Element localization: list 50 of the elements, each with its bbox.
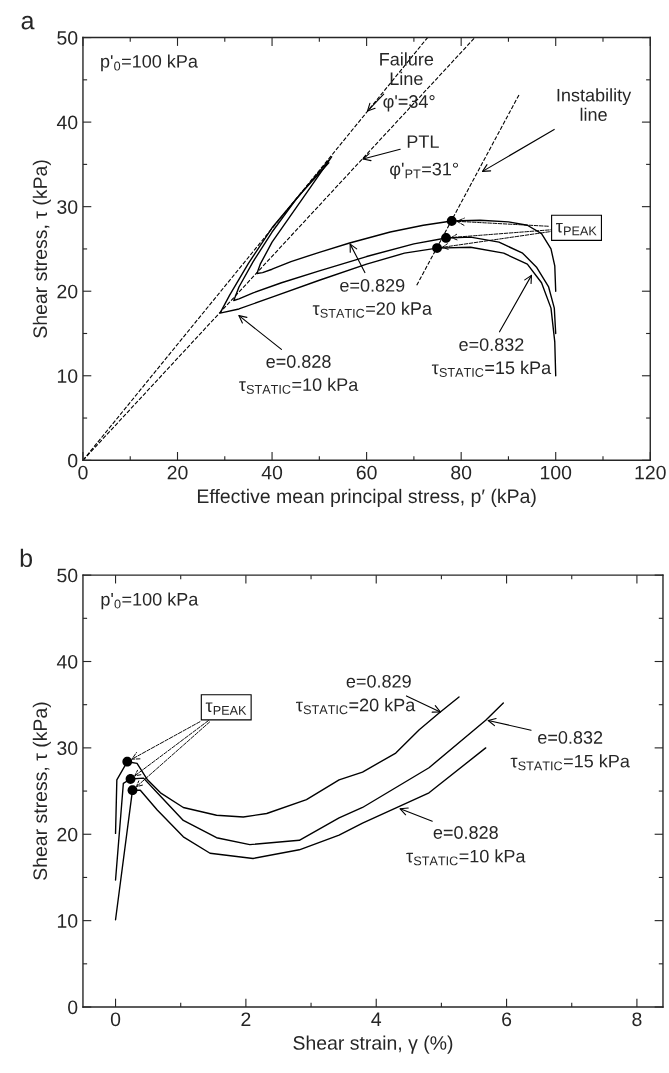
annotation: Instability line	[557, 88, 632, 121]
x-axis-title: Shear strain, γ (%)	[293, 1035, 453, 1054]
chart-title: a	[21, 15, 35, 30]
annotation: e=0.828	[433, 826, 498, 839]
y-tick-label: 30	[57, 200, 78, 214]
x-tick-label: 80	[451, 465, 472, 480]
y-tick-label: 30	[57, 741, 78, 756]
annotation: e=0.832	[538, 731, 603, 744]
annotation: φ'=34°	[383, 95, 435, 112]
x-tick-label: 20	[167, 465, 188, 480]
y-axis-title: Shear stress, τ (kPa)	[32, 702, 51, 880]
y-tick-label: 10	[57, 369, 78, 383]
x-tick-label: 4	[371, 1012, 382, 1026]
x-tick-label: 0	[78, 465, 88, 480]
annotation: e=0.832	[459, 338, 524, 351]
annotation: p'$_{0}$=100 kPa	[101, 54, 198, 72]
x-tick-label: 2	[241, 1012, 251, 1026]
y-tick-label: 50	[57, 31, 78, 45]
annotation: τ$_{STATIC}$=10 kPa	[239, 377, 359, 394]
x-axis-title: Effective mean principal stress, p′ (kPa)	[197, 488, 536, 507]
x-tick-label: 8	[632, 1012, 642, 1027]
y-axis-title: Shear stress, τ (kPa)	[32, 160, 51, 338]
y-tick-label: 0	[68, 1000, 78, 1015]
annotation: φ'$_{PT}$=31°	[390, 162, 459, 180]
annotation: e=0.829	[346, 674, 411, 688]
annotation: τ$_{STATIC}$=15 kPa	[431, 360, 552, 377]
y-tick-label: 0	[68, 453, 78, 468]
x-tick-label: 100	[540, 465, 572, 480]
x-tick-label: 120	[635, 465, 666, 480]
annotation: τ$_{STATIC}$=20 kPa	[312, 301, 432, 318]
x-tick-label: 60	[356, 465, 377, 480]
annotation: τ$_{STATIC}$=15 kPa	[510, 754, 630, 771]
y-tick-label: 20	[57, 827, 78, 842]
annotation: PTL	[407, 135, 439, 148]
y-tick-label: 50	[57, 568, 78, 583]
annotation: τ$_{PEAK}$	[556, 222, 597, 236]
y-tick-label: 10	[57, 914, 78, 928]
y-tick-label: 40	[56, 115, 78, 130]
annotation: τ$_{STATIC}$=20 kPa	[296, 698, 416, 715]
x-tick-label: 6	[502, 1012, 512, 1027]
x-tick-label: 0	[110, 1012, 121, 1027]
x-tick-label: 40	[261, 465, 283, 480]
annotation: e=0.829	[340, 279, 405, 292]
annotation: e=0.828	[266, 355, 331, 368]
annotation: τ$_{STATIC}$=10 kPa	[406, 849, 526, 866]
annotation: τ$_{PEAK}$	[205, 702, 247, 715]
y-tick-label: 40	[56, 654, 78, 669]
annotation: p'$_{0}$=100 kPa	[101, 592, 199, 610]
chart-title: b	[20, 548, 33, 568]
y-tick-label: 20	[57, 284, 78, 299]
